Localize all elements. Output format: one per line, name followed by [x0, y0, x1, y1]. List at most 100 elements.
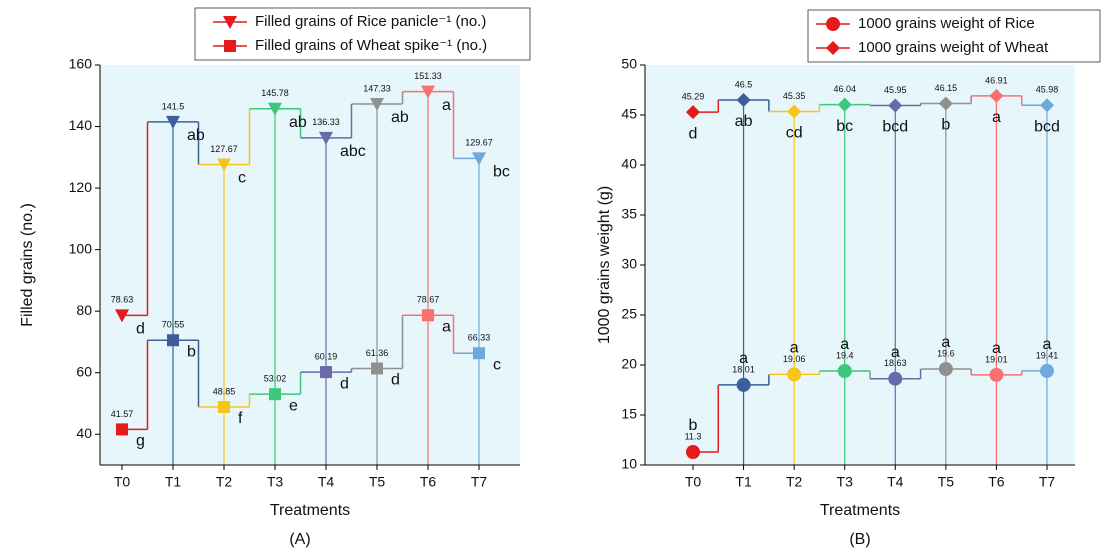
- value-label: 141.5: [162, 101, 185, 111]
- data-point: [888, 98, 903, 113]
- significance-letter: f: [238, 410, 243, 427]
- data-point: [686, 105, 700, 120]
- value-label: 19.01: [985, 354, 1008, 364]
- x-tick-label: T0: [685, 474, 702, 490]
- significance-letter: c: [493, 356, 501, 373]
- x-tick-label: T2: [786, 474, 803, 490]
- plot-background: [100, 65, 520, 465]
- value-label: 19.6: [937, 348, 955, 358]
- significance-letter: bc: [836, 118, 853, 135]
- value-label: 78.63: [111, 295, 134, 305]
- x-tick-label: T7: [471, 474, 488, 490]
- significance-letter: a: [840, 336, 849, 353]
- data-point: [217, 158, 231, 172]
- x-tick-label: T4: [318, 474, 335, 490]
- x-tick-label: T4: [887, 474, 904, 490]
- data-point: [736, 377, 751, 392]
- y-tick-label: 120: [69, 179, 93, 195]
- x-axis-label: Treatments: [270, 502, 350, 519]
- data-point: [1040, 363, 1054, 378]
- significance-letter: a: [992, 109, 1001, 126]
- value-label: 18.01: [732, 364, 755, 374]
- value-label: 145.78: [261, 88, 289, 98]
- significance-letter: b: [941, 117, 950, 134]
- value-label: 61.36: [366, 348, 389, 358]
- value-label: 127.67: [210, 144, 238, 154]
- x-tick-label: T6: [988, 474, 1005, 490]
- x-tick-label: T7: [1039, 474, 1056, 490]
- data-point: [736, 93, 751, 107]
- y-axis-label: 1000 grains weight (g): [596, 186, 613, 344]
- x-tick-label: T1: [165, 474, 182, 490]
- data-point: [472, 152, 486, 166]
- data-point: [218, 401, 230, 413]
- significance-letter: a: [442, 97, 451, 114]
- value-label: 19.4: [836, 350, 854, 360]
- y-tick-label: 40: [76, 425, 92, 441]
- data-point: [888, 371, 903, 386]
- data-point: [837, 364, 852, 378]
- significance-letter: a: [1043, 336, 1052, 353]
- significance-letter: abc: [340, 143, 366, 160]
- data-point: [473, 347, 485, 360]
- y-tick-label: 35: [621, 206, 637, 222]
- data-point: [837, 97, 852, 112]
- y-tick-label: 60: [76, 363, 92, 379]
- panel-caption: (B): [849, 531, 870, 548]
- value-label: 11.3: [685, 431, 702, 441]
- significance-letter: d: [391, 372, 400, 389]
- x-tick-label: T6: [420, 474, 437, 490]
- x-tick-label: T1: [735, 474, 752, 490]
- significance-letter: ab: [391, 109, 409, 126]
- data-point: [938, 96, 953, 111]
- value-label: 136.33: [312, 117, 340, 127]
- value-label: 45.95: [884, 85, 907, 95]
- significance-letter: ab: [289, 114, 307, 131]
- panel-caption: (A): [289, 531, 310, 548]
- value-label: 46.91: [985, 75, 1008, 85]
- y-tick-label: 20: [621, 356, 637, 372]
- value-label: 45.98: [1036, 85, 1059, 95]
- value-label: 46.5: [735, 79, 753, 89]
- legend-label: 1000 grains weight of Rice: [858, 15, 1035, 32]
- data-point: [938, 362, 953, 376]
- x-axis-label: Treatments: [820, 502, 900, 519]
- significance-letter: a: [442, 318, 451, 335]
- y-tick-label: 25: [621, 306, 637, 322]
- value-label: 19.41: [1036, 350, 1059, 360]
- data-point: [787, 104, 802, 119]
- x-tick-label: T5: [369, 474, 386, 490]
- value-label: 70.55: [162, 320, 185, 330]
- significance-letter: cd: [786, 125, 803, 142]
- data-point: [116, 423, 128, 436]
- value-label: 46.04: [833, 84, 856, 94]
- legend-label: Filled grains of Wheat spike⁻¹ (no.): [255, 37, 487, 54]
- data-point: [320, 366, 332, 379]
- significance-letter: a: [941, 334, 950, 351]
- significance-letter: b: [689, 417, 698, 434]
- data-point: [422, 309, 434, 322]
- y-tick-label: 30: [621, 256, 637, 272]
- x-tick-label: T0: [114, 474, 131, 490]
- y-axis-label: Filled grains (no.): [19, 203, 36, 327]
- data-point: [166, 115, 180, 129]
- legend-marker: [224, 40, 236, 52]
- value-label: 46.15: [935, 83, 958, 93]
- significance-letter: g: [136, 433, 145, 450]
- legend-box: [807, 9, 1101, 63]
- x-tick-label: T3: [267, 474, 284, 490]
- value-label: 147.33: [363, 83, 391, 93]
- significance-letter: a: [992, 340, 1001, 357]
- data-point: [421, 85, 435, 99]
- data-point: [268, 102, 282, 116]
- significance-letter: ab: [735, 113, 753, 130]
- data-point: [319, 131, 333, 145]
- data-point: [167, 334, 179, 347]
- y-tick-label: 100: [69, 240, 93, 256]
- value-label: 18.63: [884, 358, 907, 368]
- legend-box: [194, 7, 531, 61]
- data-point: [370, 97, 384, 111]
- value-label: 151.33: [414, 71, 442, 81]
- data-point: [371, 362, 383, 375]
- significance-letter: a: [790, 340, 799, 357]
